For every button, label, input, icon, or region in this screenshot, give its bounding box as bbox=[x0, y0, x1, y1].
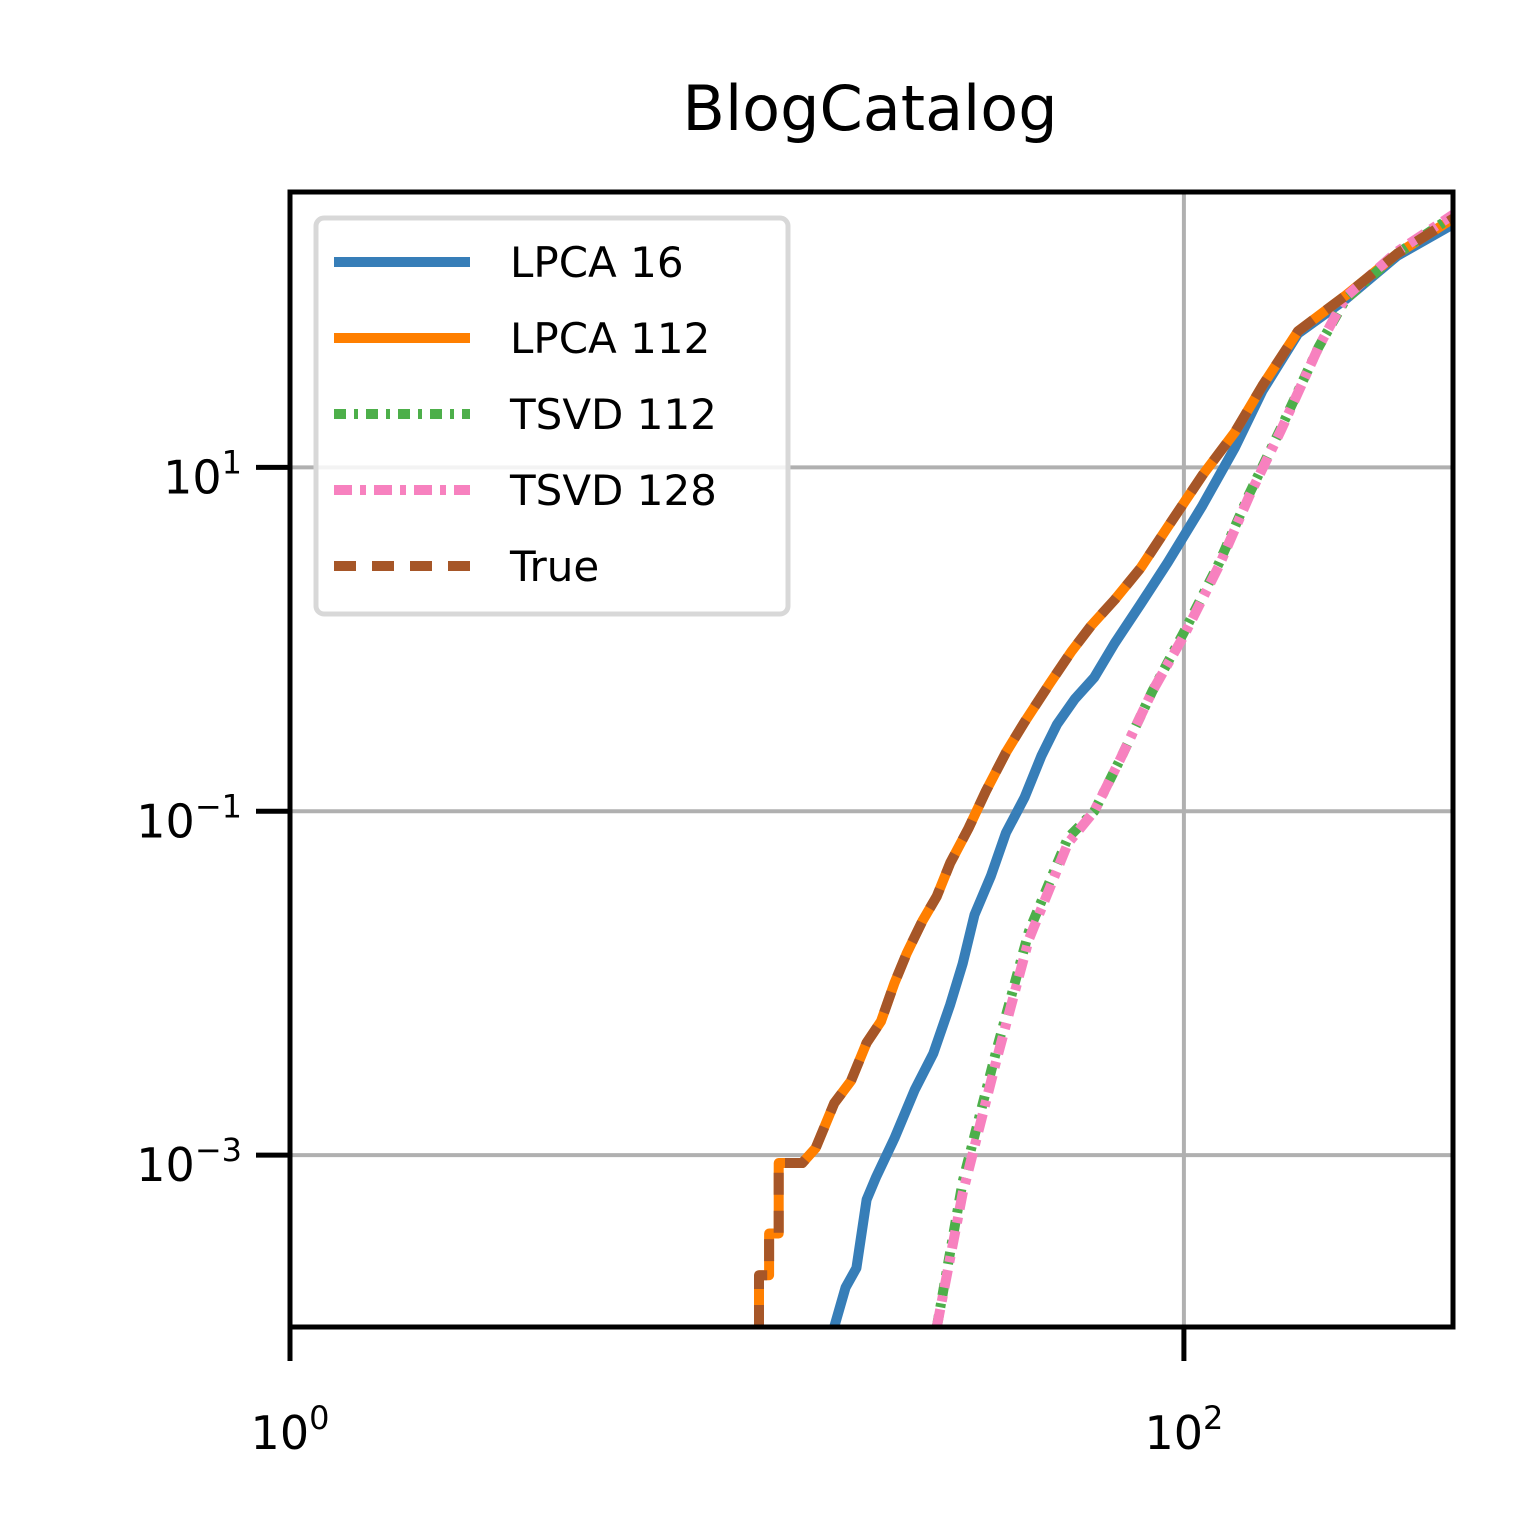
series-line-4 bbox=[754, 214, 1453, 1327]
series-line-3 bbox=[931, 210, 1453, 1327]
tick-label: 102 bbox=[1144, 1399, 1223, 1460]
axis-ticks: 100 102 10−3 10−1 101 bbox=[136, 443, 1223, 1460]
legend: LPCA 16 LPCA 112 TSVD 112 TSVD 128 True bbox=[313, 215, 791, 617]
legend-label: TSVD 112 bbox=[509, 390, 717, 439]
legend-label: LPCA 112 bbox=[510, 314, 710, 363]
legend-box bbox=[313, 215, 791, 617]
legend-label: True bbox=[509, 542, 599, 591]
series-line-0 bbox=[829, 219, 1453, 1327]
chart-title: BlogCatalog bbox=[682, 72, 1057, 145]
series-lines bbox=[754, 210, 1453, 1327]
tick-label: 100 bbox=[251, 1399, 330, 1460]
tick-label: 101 bbox=[163, 443, 242, 504]
tick-label: 10−3 bbox=[136, 1131, 242, 1192]
tick-label: 10−1 bbox=[136, 787, 242, 848]
legend-label: LPCA 16 bbox=[510, 238, 684, 287]
legend-label: TSVD 128 bbox=[509, 466, 717, 515]
plot-frame bbox=[287, 189, 1456, 1330]
